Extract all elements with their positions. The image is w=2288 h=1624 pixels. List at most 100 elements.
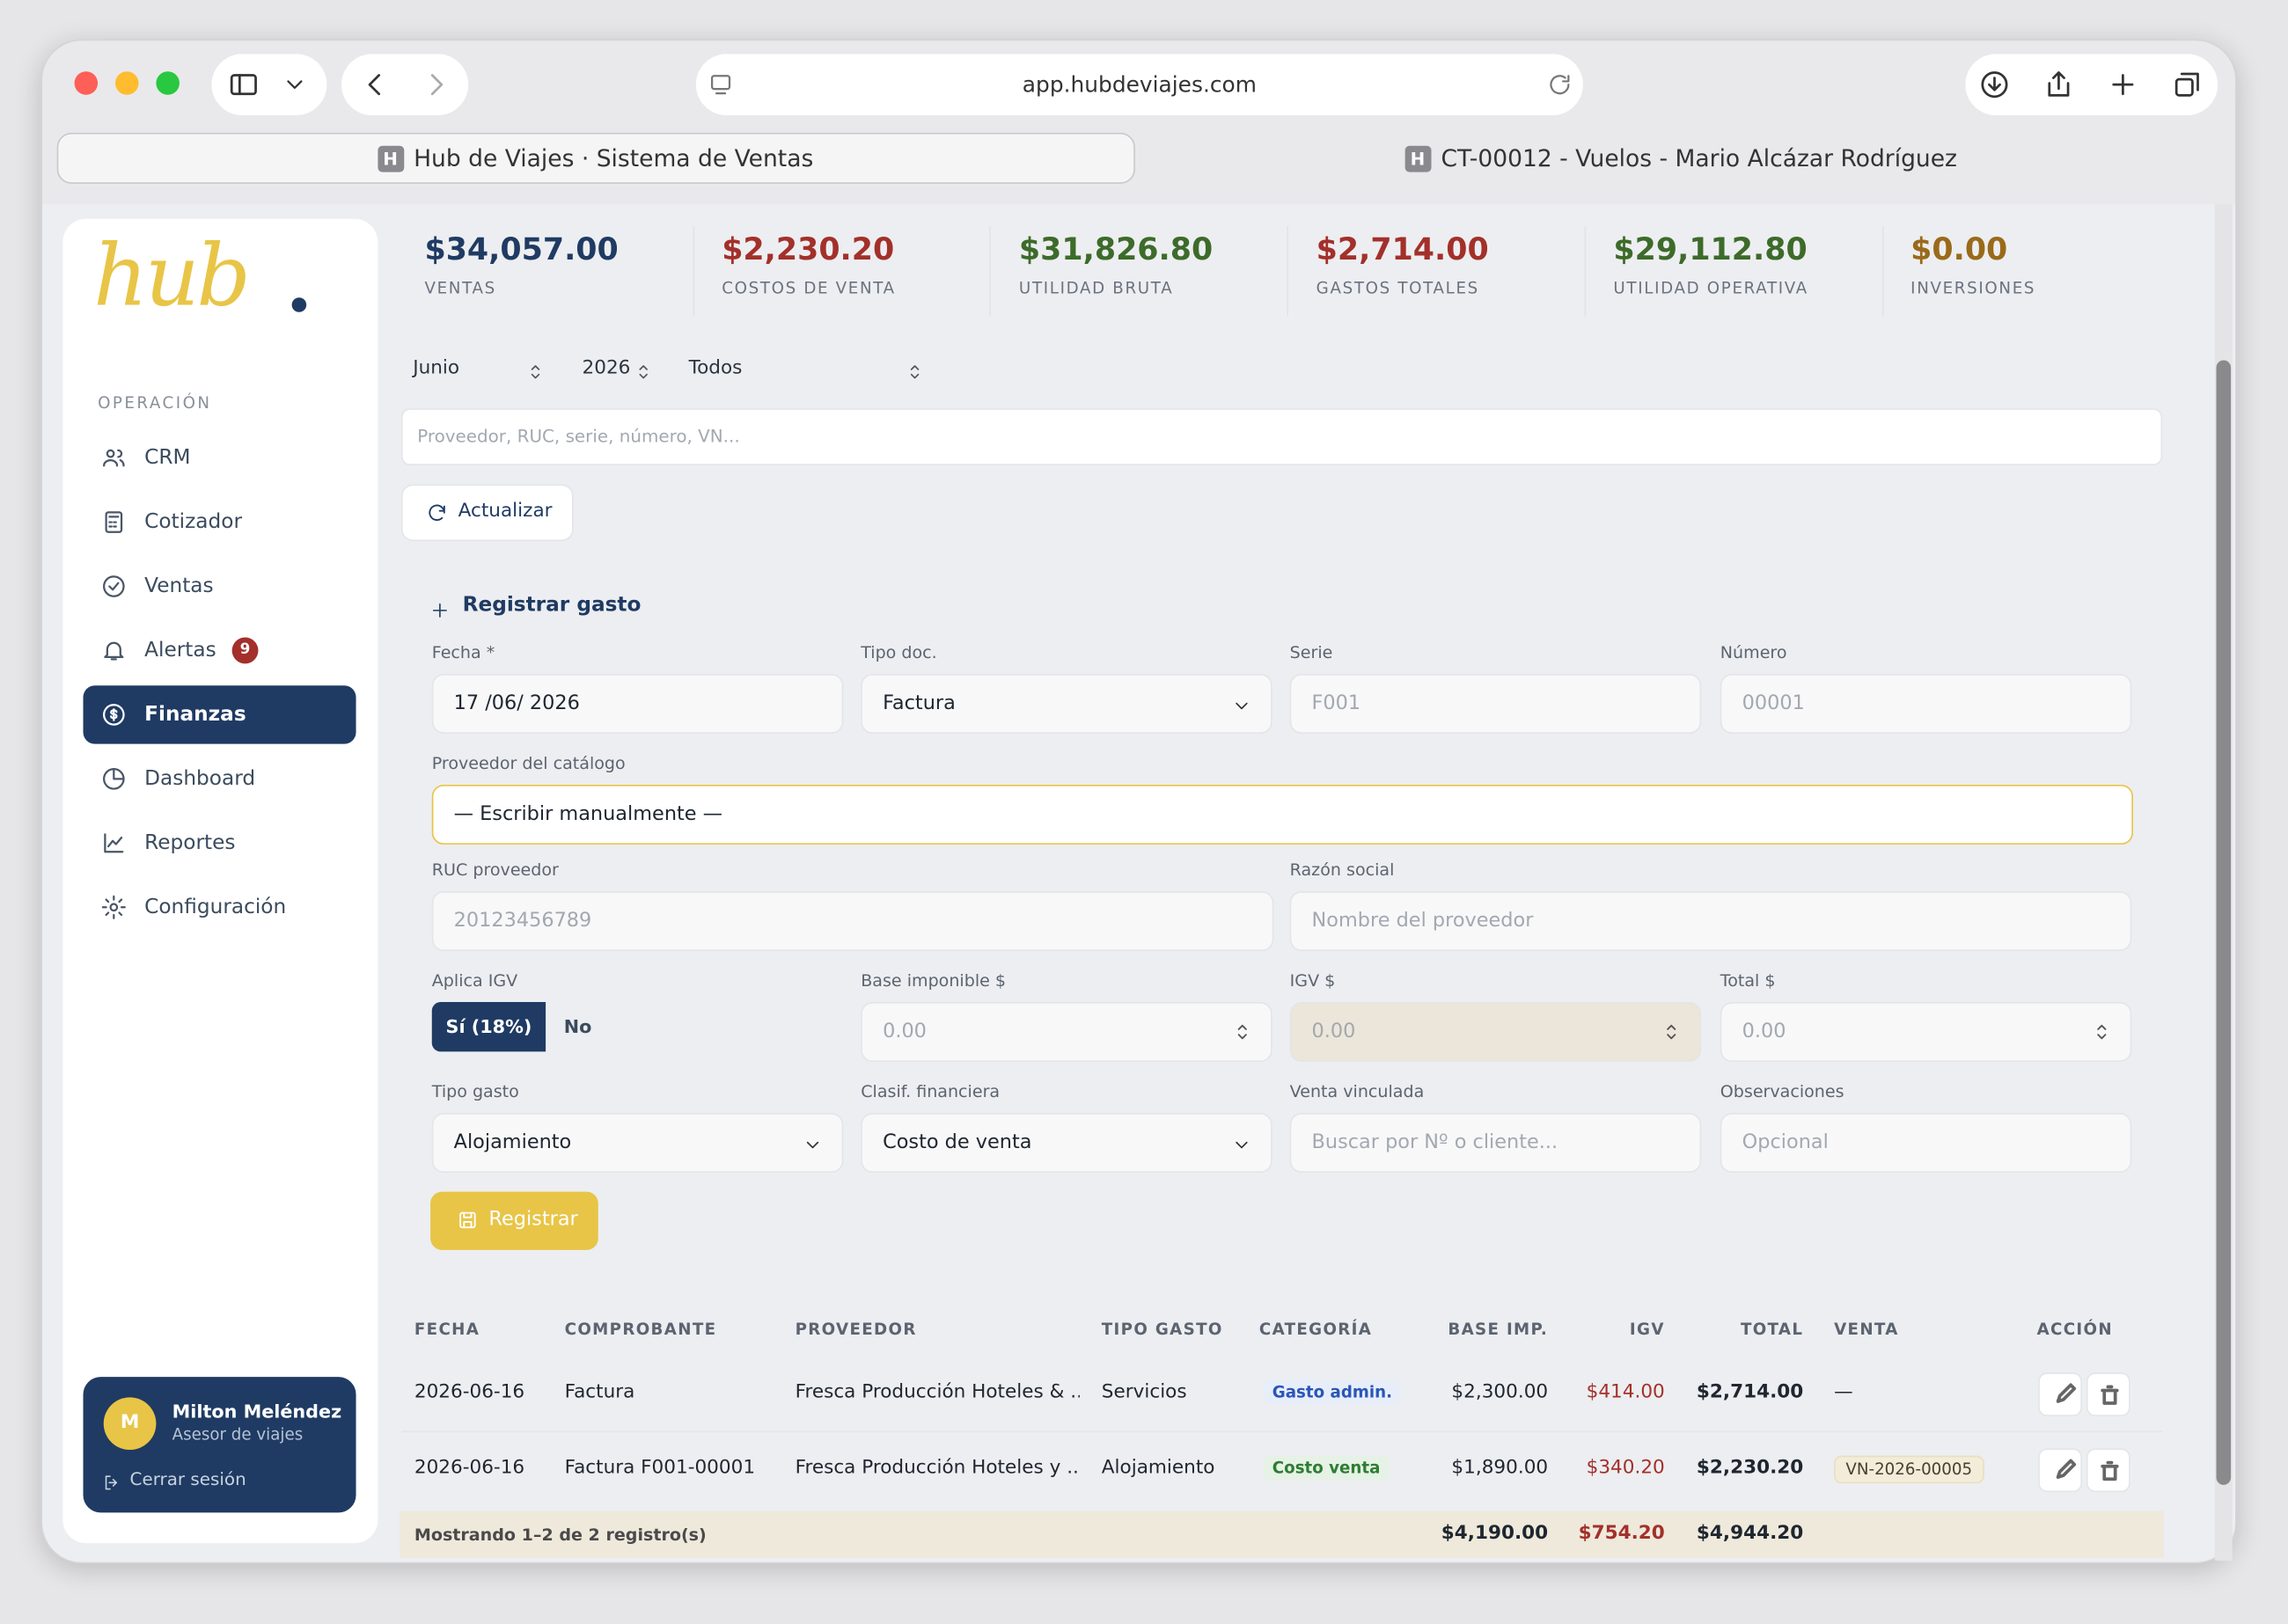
sidebar-icon[interactable] [228,69,260,100]
text-input[interactable]: 00001 [1720,673,2132,734]
footer-total: $4,944.20 [1696,1522,1804,1545]
kpi-divider [693,225,694,317]
field-label: Tipo gasto [431,1080,519,1101]
save-icon [457,1209,479,1231]
nav-item[interactable]: Ventas [144,574,214,598]
footer-base: $4,190.00 [1441,1522,1549,1545]
tab-active[interactable] [56,132,1135,184]
select-input[interactable]: Costo de venta [861,1113,1272,1174]
nav-item[interactable]: Cotizador [144,510,242,534]
table-cell: — [1834,1381,1853,1403]
field-label: Serie [1289,641,1333,662]
submit-label[interactable]: Registrar [488,1207,578,1232]
kpi-label: INVERSIONES [1910,278,2036,298]
nav-item[interactable]: Dashboard [144,767,256,791]
text-input[interactable]: 0.00 [1289,1002,1702,1063]
nav-item[interactable]: Configuración [144,896,287,919]
sidebar [62,218,378,1544]
row-divider [400,1430,2163,1433]
refresh-label[interactable]: Actualizar [458,500,553,523]
nav-item[interactable]: CRM [144,446,191,470]
browser-action[interactable] [2171,69,2203,100]
filter-select[interactable]: Todos [688,357,743,380]
nav-icon[interactable] [100,894,127,920]
nav-icon[interactable] [100,701,127,728]
nav-item[interactable]: Reportes [144,831,236,855]
kpi-label: COSTOS DE VENTA [722,278,896,298]
nav-icon[interactable] [100,509,127,536]
toggle-on[interactable]: Sí (18%) [431,1002,546,1052]
kpi-divider [1881,225,1883,317]
field-label: Fecha * [431,641,495,662]
logout[interactable]: Cerrar sesión [129,1468,246,1489]
nav-item[interactable]: Finanzas [144,703,246,727]
filter-select[interactable]: 2026 [582,357,631,380]
table-cell: $2,300.00 [1451,1381,1549,1403]
edit-button[interactable] [2038,1448,2082,1493]
field-label: Aplica IGV [431,969,518,991]
forward-icon[interactable] [421,69,452,100]
nav-buttons[interactable] [341,54,469,115]
text-input[interactable]: Nombre del proveedor [1289,891,2132,952]
nav-icon[interactable] [100,574,127,600]
table-header: ACCIÓN [2036,1320,2113,1340]
table-cell: $2,714.00 [1696,1381,1804,1403]
back-icon[interactable] [359,69,391,100]
nav-icon[interactable] [100,445,127,472]
select-chevron [1231,694,1251,714]
select-arrows [905,361,925,381]
section-label: OPERACIÓN [98,393,212,413]
browser-action[interactable] [2042,69,2074,100]
text-input[interactable]: Opcional [1720,1113,2132,1174]
nav-icon[interactable] [100,765,127,792]
table-cell: Costo venta [1263,1455,1390,1481]
select-arrows [634,361,654,381]
edit-button[interactable] [2038,1372,2082,1416]
field-label: Total $ [1720,969,1776,991]
window-control[interactable] [156,71,180,95]
nav-icon[interactable] [100,638,127,664]
select-input[interactable]: Alojamiento [431,1113,844,1174]
select-input[interactable]: Factura [861,673,1272,734]
tab-title[interactable]: H CT-00012 - Vuelos - Mario Alcázar Rodrí… [1155,133,2206,184]
text-input[interactable]: F001 [1289,673,1702,734]
delete-button[interactable] [2086,1372,2130,1416]
window-control[interactable] [114,71,139,95]
tab-title[interactable]: H Hub de Viajes · Sistema de Ventas [70,133,1121,184]
field-label: Venta vinculada [1289,1080,1425,1101]
scrollbar-thumb[interactable] [2216,360,2232,1485]
text-input[interactable]: 17 /06/ 2026 [431,673,844,734]
toggle-off[interactable]: No [563,1014,592,1037]
select-chevron [1231,1133,1251,1153]
reload-icon[interactable] [1546,71,1573,98]
table-cell: Factura [564,1381,635,1403]
text-input[interactable]: Buscar por Nº o cliente... [1289,1113,1702,1174]
nav-item[interactable]: Alertas [144,639,216,662]
kpi-label: GASTOS TOTALES [1316,278,1479,298]
browser-action[interactable] [2107,69,2138,100]
nav-active-bg[interactable] [83,685,356,744]
chevron-icon[interactable] [282,71,308,98]
field-label: Proveedor del catálogo [431,752,626,773]
text-input[interactable]: — Escribir manualmente — [431,785,2133,845]
table-footer [400,1511,2164,1558]
table-cell: Servicios [1101,1381,1187,1403]
spinner-arrows [1231,1021,1253,1043]
tab-favicon: H [377,145,404,172]
logout-icon[interactable] [102,1470,121,1490]
text-input[interactable]: 0.00 [861,1002,1272,1063]
browser-action[interactable] [1978,69,2010,100]
tab-text: Hub de Viajes · Sistema de Ventas [414,144,814,172]
window-control[interactable] [74,71,99,95]
filter-select[interactable]: Junio [413,357,460,380]
search-box[interactable]: Proveedor, RUC, serie, número, VN... [400,408,2163,465]
delete-button[interactable] [2086,1448,2130,1493]
text-input[interactable]: 20123456789 [431,891,1274,952]
table-cell: VN-2026-00005 [1834,1455,1984,1484]
submit-button[interactable] [430,1191,598,1250]
table-cell: 2026-06-16 [414,1457,525,1480]
url-bar[interactable] [695,54,1583,115]
table-cell: $1,890.00 [1451,1457,1549,1480]
nav-icon[interactable] [100,830,127,856]
text-input[interactable]: 0.00 [1720,1002,2132,1063]
